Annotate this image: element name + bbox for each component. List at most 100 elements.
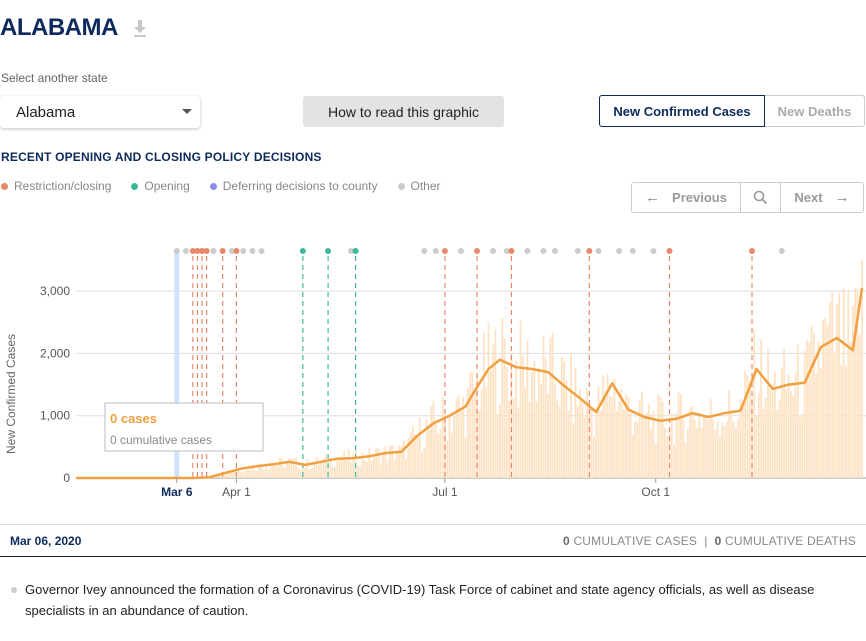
daily-bar [597, 386, 600, 478]
daily-bar [315, 457, 318, 478]
daily-bar [845, 365, 847, 478]
daily-bar [815, 373, 818, 478]
daily-bar [790, 391, 792, 478]
daily-bar [448, 414, 451, 478]
daily-bar [251, 464, 254, 478]
daily-bar [343, 451, 346, 478]
new-confirmed-cases-tab[interactable]: New Confirmed Cases [599, 95, 765, 127]
daily-bar [441, 397, 444, 478]
daily-bar [260, 466, 263, 478]
daily-bar [631, 434, 634, 478]
daily-bar [664, 427, 666, 478]
daily-bar [574, 367, 577, 478]
daily-bar [558, 406, 561, 478]
state-select-value: Alabama [16, 103, 76, 121]
daily-bar [379, 464, 382, 478]
daily-bar [256, 471, 258, 478]
policy-legend: Restriction/closing Opening Deferring de… [1, 179, 461, 193]
daily-bar [382, 452, 384, 478]
daily-bar [228, 473, 231, 478]
daily-bar [214, 476, 217, 478]
daily-bar [510, 353, 513, 478]
daily-bar [707, 420, 710, 478]
daily-bar [517, 407, 520, 478]
daily-bar [237, 469, 240, 478]
daily-bar [366, 462, 368, 478]
daily-bar [638, 400, 641, 478]
daily-bar [515, 360, 517, 478]
state-select[interactable]: Alabama [0, 96, 200, 128]
daily-bar [512, 398, 515, 478]
daily-bar [480, 389, 483, 478]
search-button[interactable] [741, 183, 781, 212]
daily-bar [849, 341, 852, 478]
daily-bar [242, 472, 245, 478]
x-tick-label: Apr 1 [222, 485, 251, 499]
daily-bar [755, 414, 758, 478]
daily-bar [356, 464, 359, 478]
policy-dot-other [182, 248, 189, 254]
daily-bar [368, 447, 371, 478]
daily-bar [824, 317, 827, 478]
policy-dot-restriction [508, 248, 515, 254]
download-icon[interactable] [132, 18, 148, 38]
next-label: Next [794, 190, 823, 205]
daily-bar [393, 459, 396, 478]
cases-chart[interactable]: 0 1,000 2,000 3,000 New Confirmed Cases Mar 6… [0, 220, 866, 520]
daily-bar [489, 370, 492, 478]
daily-bar [524, 387, 527, 478]
previous-button[interactable]: ← Previous [632, 183, 741, 212]
daily-bar [840, 364, 843, 478]
policy-dot-restriction [194, 248, 201, 254]
daily-bar [492, 344, 494, 478]
daily-bar [861, 260, 863, 478]
daily-bar [643, 414, 646, 478]
daily-bar [806, 339, 808, 478]
daily-bar [730, 410, 733, 478]
daily-bar [794, 372, 797, 478]
daily-bar [725, 421, 728, 478]
cumulative-deaths-label: CUMULATIVE DEATHS [725, 534, 856, 548]
daily-bar [686, 428, 689, 478]
policy-dot-other [173, 248, 180, 254]
daily-bar [427, 425, 430, 478]
policy-dot-other [240, 248, 247, 254]
daily-bar [503, 338, 506, 478]
daily-bar [746, 375, 749, 478]
daily-bar [762, 408, 765, 478]
daily-bar [741, 403, 744, 478]
daily-bar [586, 388, 588, 478]
policy-dot-other [490, 248, 497, 254]
daily-bar [757, 391, 760, 478]
policy-dot-restriction [199, 248, 206, 254]
daily-bar [812, 333, 815, 478]
daily-bar [803, 350, 806, 478]
daily-bar [453, 415, 456, 478]
legend-dot-restriction [1, 182, 8, 190]
next-button[interactable]: Next → [781, 183, 863, 212]
policy-dot-opening [352, 248, 359, 254]
daily-bar [634, 421, 637, 478]
daily-bar [554, 384, 556, 478]
policy-dot-opening [299, 248, 306, 254]
daily-bar [297, 468, 300, 478]
daily-bar [661, 401, 664, 478]
daily-bar [801, 413, 804, 478]
new-deaths-tab[interactable]: New Deaths [765, 95, 865, 127]
page-title: ALABAMA [0, 14, 118, 41]
daily-bar [767, 349, 769, 478]
daily-bar [338, 459, 341, 478]
daily-bar [487, 322, 490, 478]
daily-bar [528, 402, 531, 478]
how-to-read-button[interactable]: How to read this graphic [303, 96, 504, 127]
daily-bar [693, 419, 696, 478]
daily-bar [494, 329, 497, 478]
daily-bar [244, 470, 247, 478]
daily-bar [826, 324, 829, 478]
daily-bar [281, 458, 284, 478]
daily-bar [462, 396, 465, 478]
daily-bar [645, 412, 648, 478]
daily-bar [833, 353, 836, 478]
legend-item-opening: Opening [131, 179, 190, 193]
daily-bar [737, 418, 740, 478]
